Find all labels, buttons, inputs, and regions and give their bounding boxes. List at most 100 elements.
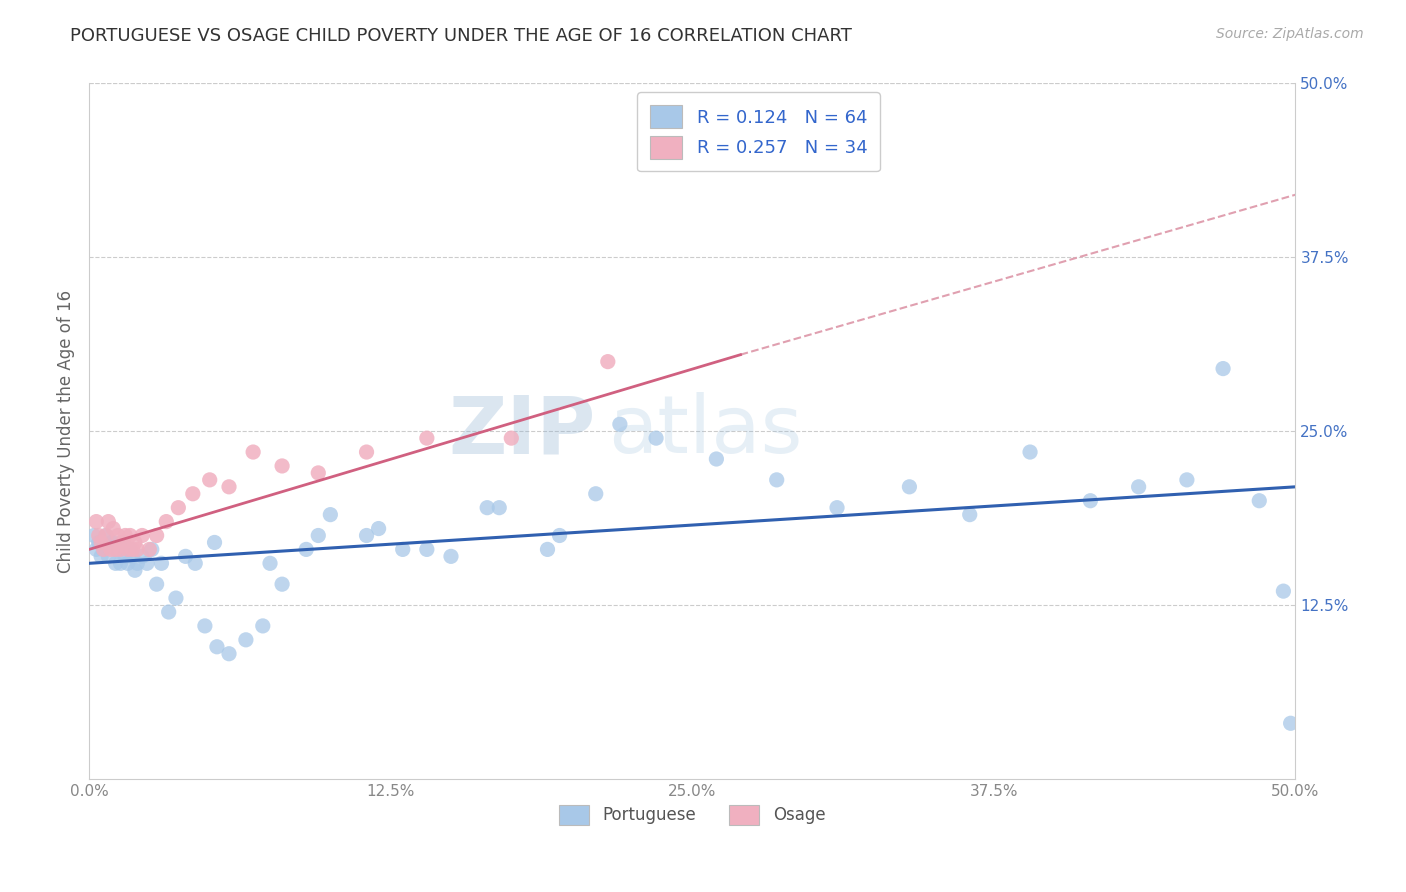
Point (127, 557, 149, 571)
Point (259, 557, 281, 571)
Point (367, 522, 389, 536)
Point (141, 542, 163, 557)
Point (898, 480, 921, 494)
Point (87, 528, 110, 542)
Point (536, 542, 558, 557)
Point (124, 563, 146, 577)
Point (307, 528, 329, 542)
Point (184, 557, 207, 571)
Point (157, 605, 180, 619)
Point (150, 557, 173, 571)
Point (87, 535, 110, 549)
Point (84, 515, 107, 529)
Point (120, 542, 142, 557)
Point (356, 445, 378, 459)
Point (100, 542, 122, 557)
Point (1272, 584, 1295, 599)
Point (104, 542, 127, 557)
Point (111, 535, 134, 549)
Legend: Portuguese, Osage: Portuguese, Osage (551, 797, 834, 833)
Point (167, 500, 190, 515)
Point (242, 445, 264, 459)
Point (121, 549, 143, 564)
Point (121, 542, 143, 557)
Point (416, 431, 439, 445)
Point (94, 528, 117, 542)
Point (103, 522, 125, 536)
Point (107, 542, 129, 557)
Point (127, 542, 149, 557)
Text: PORTUGUESE VS OSAGE CHILD POVERTY UNDER THE AGE OF 16 CORRELATION CHART: PORTUGUESE VS OSAGE CHILD POVERTY UNDER … (70, 27, 852, 45)
Point (117, 557, 139, 571)
Point (416, 542, 439, 557)
Point (596, 354, 619, 368)
Point (1080, 493, 1102, 508)
Point (94, 528, 117, 542)
Point (1175, 473, 1198, 487)
Point (205, 640, 228, 654)
Point (97, 515, 120, 529)
Point (120, 528, 142, 542)
Point (100, 535, 122, 549)
Point (488, 500, 510, 515)
Point (307, 466, 329, 480)
Point (356, 528, 378, 542)
Point (609, 417, 631, 432)
Point (84, 542, 107, 557)
Text: ZIP: ZIP (449, 392, 596, 470)
Point (93, 542, 115, 557)
Point (585, 487, 607, 501)
Point (271, 577, 294, 591)
Point (83, 528, 105, 542)
Point (107, 528, 129, 542)
Point (645, 431, 668, 445)
Point (440, 549, 463, 564)
Point (825, 500, 848, 515)
Point (93, 542, 115, 557)
Point (138, 542, 160, 557)
Point (181, 487, 204, 501)
Point (104, 557, 127, 571)
Point (204, 535, 226, 549)
Point (90, 535, 112, 549)
Point (1019, 445, 1042, 459)
Point (131, 549, 153, 564)
Point (218, 480, 240, 494)
Point (155, 515, 177, 529)
Point (271, 458, 294, 473)
Point (1279, 716, 1302, 731)
Text: Source: ZipAtlas.com: Source: ZipAtlas.com (1216, 27, 1364, 41)
Point (114, 528, 136, 542)
Point (548, 528, 571, 542)
Point (706, 452, 728, 467)
Point (475, 500, 498, 515)
Point (198, 473, 221, 487)
Point (165, 591, 187, 606)
Point (1249, 493, 1271, 508)
Point (252, 619, 274, 633)
Point (114, 549, 136, 564)
Point (501, 431, 523, 445)
Point (959, 508, 981, 522)
Point (136, 557, 159, 571)
Point (218, 647, 240, 661)
Point (97, 549, 120, 564)
Point (319, 508, 342, 522)
Point (1212, 361, 1234, 376)
Point (110, 557, 132, 571)
Y-axis label: Child Poverty Under the Age of 16: Child Poverty Under the Age of 16 (58, 290, 75, 573)
Point (145, 528, 167, 542)
Point (131, 528, 153, 542)
Point (145, 577, 167, 591)
Point (235, 632, 257, 647)
Point (1128, 480, 1150, 494)
Point (110, 542, 132, 557)
Point (103, 535, 125, 549)
Point (117, 542, 139, 557)
Point (730, 118, 752, 132)
Point (295, 542, 318, 557)
Point (391, 542, 413, 557)
Text: atlas: atlas (607, 392, 803, 470)
Point (124, 535, 146, 549)
Point (194, 619, 217, 633)
